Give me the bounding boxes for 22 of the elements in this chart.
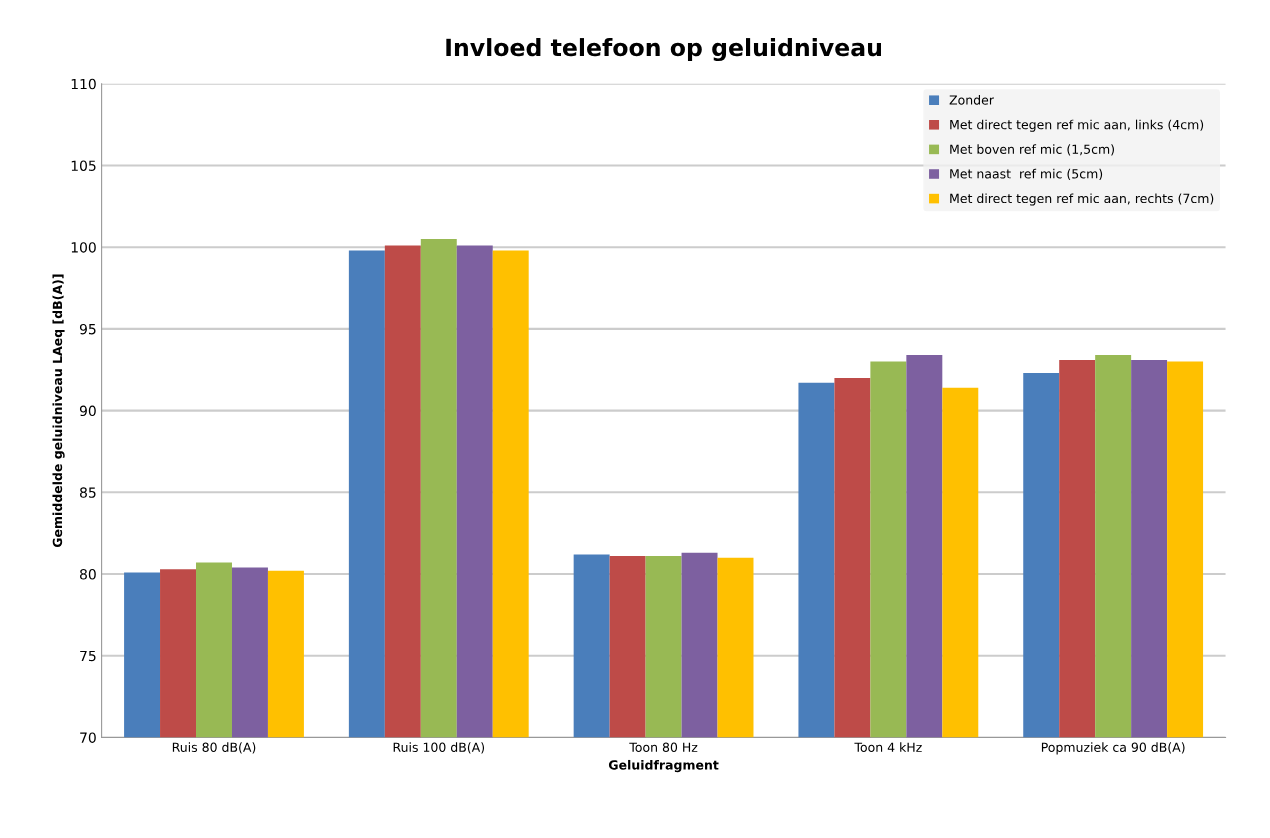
legend-label: Met direct tegen ref mic aan, rechts (7cm): [950, 193, 1214, 206]
y-tick-label: 80: [80, 569, 96, 580]
legend-label: Met direct tegen ref mic aan, links (4cm): [950, 119, 1204, 132]
y-axis-title: Gemiddelde geluidniveau LAeq [dB(A)]: [52, 274, 65, 548]
y-tick-label: 105: [71, 160, 96, 171]
y-tick-label: 85: [80, 487, 96, 498]
x-tick-label: Popmuziek ca 90 dB(A): [1041, 742, 1185, 755]
y-tick-label: 95: [79, 323, 96, 335]
x-axis-title: Geluidfragment: [608, 759, 719, 773]
legend-label: Zonder: [949, 95, 994, 105]
x-tick-label: Toon 4 kHz: [854, 742, 922, 752]
y-tick-label: 110: [71, 78, 96, 90]
x-tick-label: Toon 80 Hz: [629, 742, 698, 752]
y-tick-label: 100: [71, 242, 96, 253]
y-tick-label: 90: [79, 405, 96, 417]
y-tick-label: 75: [80, 650, 96, 662]
legend-label: Met naast ref mic (5cm): [950, 168, 1103, 180]
y-tick-label: 70: [80, 732, 96, 743]
x-tick-label: Ruis 80 dB(A): [172, 742, 256, 754]
chart-title: Invloed telefoon op geluidniveau: [446, 38, 881, 62]
legend-label: Met boven ref mic (1,5cm): [950, 144, 1114, 156]
x-tick-label: Ruis 100 dB(A): [393, 742, 485, 754]
